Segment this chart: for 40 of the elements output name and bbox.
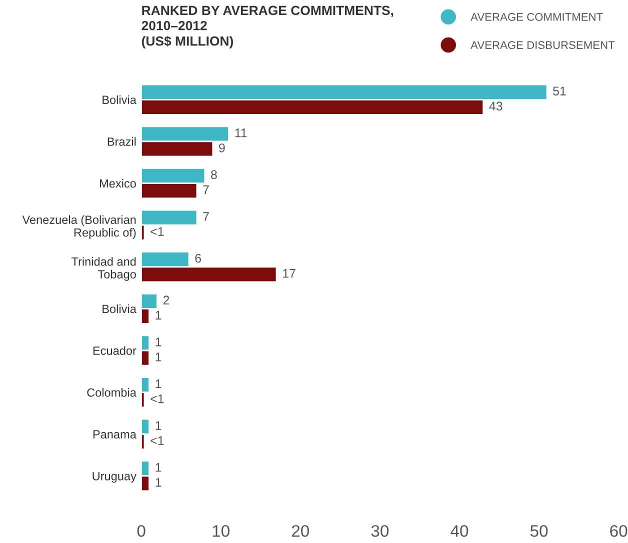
- data-label: 43: [489, 102, 502, 111]
- data-label: <1: [150, 436, 164, 445]
- data-label: 2: [163, 296, 170, 304]
- data-label: 1: [156, 478, 162, 487]
- data-label: 1: [156, 352, 162, 362]
- y-tick-label: Panama: [93, 430, 136, 439]
- data-label: 1: [156, 338, 162, 346]
- x-tick-label: 10: [212, 525, 230, 537]
- data-label: <1: [150, 227, 164, 236]
- data-label: 1: [156, 421, 162, 430]
- data-label: <1: [150, 394, 164, 404]
- data-label: 1: [156, 379, 162, 388]
- x-tick-label: 60: [610, 525, 628, 537]
- data-label: 9: [219, 143, 225, 152]
- data-label: 1: [156, 463, 162, 472]
- y-tick-label: Trinidad and Tobago: [72, 257, 136, 281]
- x-tick-label: 30: [371, 525, 389, 537]
- data-label: 11: [235, 128, 247, 138]
- y-tick-label: Ecuador: [93, 346, 136, 355]
- x-tick-label: 20: [292, 525, 310, 537]
- chart-title: RANKED BY AVERAGE COMMITMENTS, 2010–2012 (US$ MILLION): [142, 6, 394, 48]
- data-label: 7: [203, 185, 209, 194]
- y-tick-label: Uruguay: [92, 472, 136, 483]
- x-tick-label: 40: [450, 525, 468, 537]
- legend-label: AVERAGE COMMITMENT: [470, 13, 603, 21]
- data-label: 6: [195, 254, 201, 263]
- data-label: 1: [156, 310, 162, 320]
- data-label: 8: [211, 170, 217, 180]
- x-tick-label: 50: [530, 525, 548, 537]
- y-tick-label: Colombia: [87, 388, 136, 397]
- y-tick-label: Bolivia: [102, 95, 136, 104]
- y-tick-label: Bolivia: [102, 304, 136, 314]
- x-tick-label: 0: [137, 525, 146, 537]
- data-label: 17: [283, 269, 296, 278]
- y-tick-label: Brazil: [108, 137, 136, 146]
- data-label: 51: [553, 86, 566, 96]
- legend-label: AVERAGE DISBURSEMENT: [470, 41, 615, 50]
- data-label: 7: [203, 212, 209, 221]
- y-tick-label: Mexico: [100, 178, 136, 188]
- y-tick-label: Venezuela (Bolivarian Republic of): [22, 215, 136, 240]
